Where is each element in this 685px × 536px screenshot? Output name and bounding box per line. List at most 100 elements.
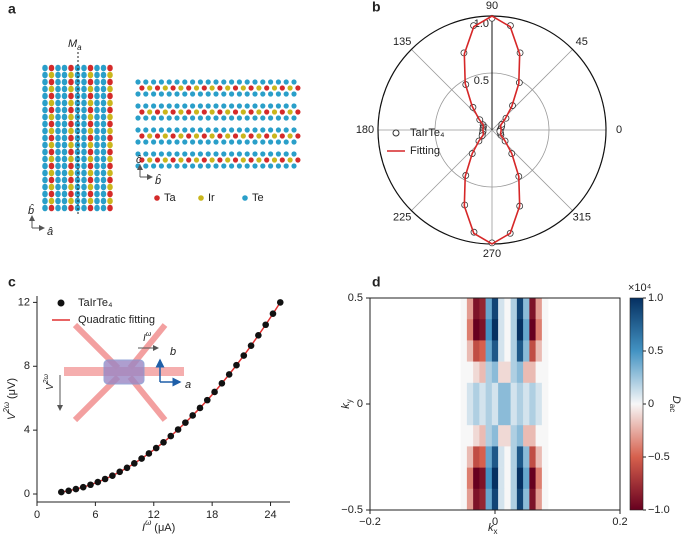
atom: [87, 148, 94, 156]
atom: [174, 115, 180, 121]
atom: [271, 157, 278, 163]
atom: [68, 106, 74, 114]
heat-cell: [498, 298, 505, 320]
atom: [182, 79, 188, 85]
atom: [48, 113, 55, 121]
heat-cell: [498, 319, 505, 341]
atom: [205, 163, 211, 169]
atom: [166, 127, 172, 133]
atom: [48, 85, 55, 93]
atom: [279, 109, 285, 115]
atom: [139, 109, 145, 115]
atom: [151, 151, 157, 157]
atom: [48, 141, 55, 149]
atom: [166, 79, 172, 85]
label-main: I: [143, 333, 146, 344]
data-point: [87, 481, 94, 489]
atom: [42, 85, 48, 93]
atom: [55, 197, 61, 205]
atom: [100, 64, 107, 72]
atom: [201, 85, 207, 91]
atom: [256, 85, 262, 91]
heat-cell: [473, 488, 480, 511]
atom: [87, 204, 94, 212]
heat-cell: [479, 298, 486, 320]
atom: [143, 139, 149, 145]
atom: [68, 99, 74, 107]
theta-tick-label: 225: [393, 212, 411, 224]
atom: [205, 139, 211, 145]
heat-cell: [510, 425, 518, 447]
heat-cell: [535, 467, 543, 490]
heat-cell: [466, 361, 474, 384]
label-main: k: [488, 522, 494, 534]
atom: [166, 151, 172, 157]
y-tick-label: 4: [24, 424, 30, 436]
heat-cell: [523, 319, 530, 341]
atom: [283, 163, 289, 169]
atom: [182, 151, 188, 157]
atom: [61, 120, 68, 128]
atom: [283, 151, 289, 157]
atom: [158, 127, 164, 133]
heat-cell: [491, 446, 499, 468]
label-script: a: [77, 43, 82, 52]
atom: [74, 71, 81, 79]
atom: [217, 85, 223, 91]
atom: [42, 92, 48, 100]
heat-cell: [541, 319, 549, 341]
atom: [94, 134, 100, 142]
atom: [147, 157, 153, 163]
atom: [107, 99, 113, 107]
atom: [42, 120, 48, 128]
atom: [193, 157, 200, 163]
atom: [48, 71, 55, 79]
atom: [81, 169, 87, 177]
legend-dot: [198, 195, 204, 201]
atom: [100, 197, 107, 205]
heat-cell: [510, 382, 518, 405]
atom: [248, 109, 254, 115]
colorbar-tick-label: 0.5: [648, 345, 663, 357]
atom: [154, 109, 161, 115]
theta-tick-label: 90: [486, 0, 498, 12]
atom: [158, 91, 164, 97]
atom: [264, 85, 270, 91]
heat-cell: [510, 467, 518, 490]
atom: [275, 79, 281, 85]
atom: [209, 85, 215, 91]
atom: [197, 163, 203, 169]
colorbar-tick-label: −1.0: [648, 504, 670, 516]
atom: [295, 109, 301, 115]
atom: [225, 109, 231, 115]
atom: [68, 92, 74, 100]
atom: [174, 151, 180, 157]
fit-line: [463, 15, 521, 245]
atom: [81, 120, 87, 128]
atom: [154, 133, 161, 139]
heat-cell: [473, 340, 480, 362]
data-point: [123, 464, 131, 472]
data-point: [160, 438, 167, 446]
atom: [94, 190, 100, 198]
atom: [68, 64, 74, 72]
atom: [61, 183, 68, 191]
heat-cell: [504, 298, 511, 320]
atom: [42, 127, 48, 135]
atom: [107, 78, 113, 86]
atom: [100, 183, 107, 191]
atom: [55, 85, 61, 93]
atom: [205, 151, 211, 157]
atom: [279, 157, 285, 163]
atom: [139, 157, 145, 163]
panels: 045901351802252703150.51.0TaIrTe₄Fitting…: [18, 0, 682, 528]
y-tick-label: −0.5: [341, 504, 363, 516]
atom: [283, 103, 289, 109]
heat-cell: [498, 467, 505, 490]
heat-cell: [498, 404, 505, 426]
atom: [100, 71, 107, 79]
atom: [42, 204, 48, 212]
heat-cell: [504, 467, 511, 490]
atom: [190, 127, 196, 133]
atom: [154, 157, 161, 163]
